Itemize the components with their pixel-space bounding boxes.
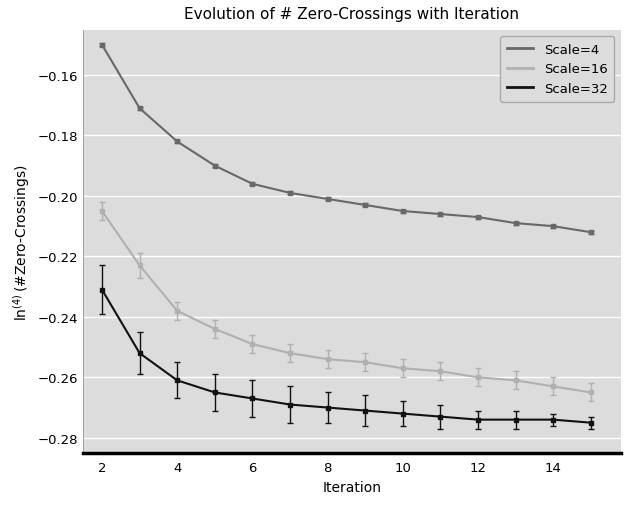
Title: Evolution of # Zero-Crossings with Iteration: Evolution of # Zero-Crossings with Itera…: [184, 8, 520, 22]
Legend: Scale=4, Scale=16, Scale=32: Scale=4, Scale=16, Scale=32: [500, 37, 614, 102]
Y-axis label: $\ln^{(4)}$(#Zero-Crossings): $\ln^{(4)}$(#Zero-Crossings): [12, 163, 32, 320]
X-axis label: Iteration: Iteration: [323, 480, 381, 494]
